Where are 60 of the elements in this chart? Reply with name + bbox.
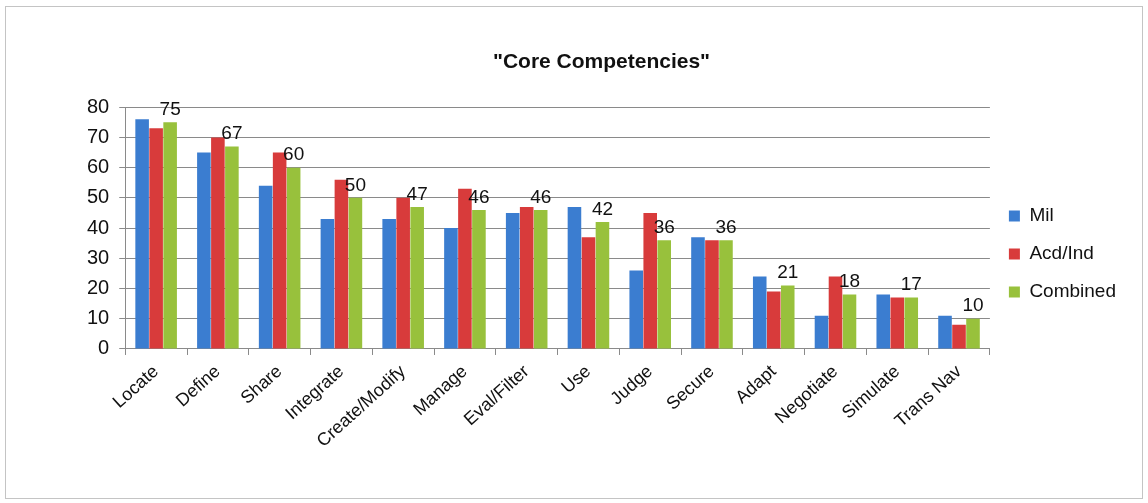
bar (567, 206, 582, 349)
bar (842, 294, 857, 349)
bar (904, 297, 919, 349)
legend-label: Mil (1029, 204, 1054, 226)
bar (938, 315, 952, 349)
bar (952, 324, 966, 349)
bar (135, 119, 149, 349)
bar (348, 197, 363, 349)
data-label: 75 (159, 98, 181, 120)
bar (382, 219, 396, 349)
data-label: 36 (715, 215, 737, 237)
data-label: 46 (530, 185, 552, 207)
y-tick-label: 40 (87, 215, 110, 238)
y-tick-label: 70 (87, 124, 110, 147)
bar (505, 212, 520, 349)
bar (657, 240, 671, 349)
data-label: 17 (900, 273, 922, 295)
bar (149, 128, 163, 349)
bar (595, 222, 610, 349)
data-label: 60 (283, 143, 305, 165)
bar (225, 146, 239, 349)
bar (629, 270, 643, 349)
bar (780, 285, 795, 349)
bar (320, 219, 335, 349)
bar (444, 228, 458, 349)
data-label: 10 (962, 294, 984, 316)
y-tick-label: 0 (98, 336, 110, 359)
bar (472, 209, 486, 349)
data-label: 42 (591, 197, 614, 219)
data-label: 67 (221, 122, 243, 144)
chart-title: "Core Competencies" (492, 49, 711, 73)
bar (705, 240, 719, 349)
bar (410, 206, 424, 349)
bar (533, 209, 548, 349)
legend-label: Acd/Ind (1029, 242, 1094, 264)
bar (752, 276, 767, 349)
bar (197, 152, 211, 349)
bar (966, 318, 980, 349)
bar (581, 237, 596, 349)
bar (163, 122, 177, 349)
bar (211, 137, 225, 349)
data-label: 21 (777, 261, 799, 283)
y-tick-label: 60 (87, 155, 110, 178)
bar (890, 297, 905, 349)
bar (286, 167, 301, 349)
bar (876, 294, 891, 349)
y-tick-label: 50 (87, 185, 110, 208)
bar (258, 185, 273, 349)
x-tick-label: Use (557, 360, 595, 398)
bar (814, 315, 829, 349)
bar (719, 240, 733, 349)
data-label: 47 (406, 182, 428, 204)
y-tick-label: 30 (87, 245, 110, 268)
bar (691, 237, 705, 349)
legend-label: Combined (1029, 280, 1117, 302)
y-tick-label: 20 (87, 276, 110, 299)
y-tick-label: 80 (87, 94, 110, 117)
y-tick-label: 10 (87, 306, 110, 329)
bar (766, 291, 781, 349)
bar (519, 206, 534, 349)
